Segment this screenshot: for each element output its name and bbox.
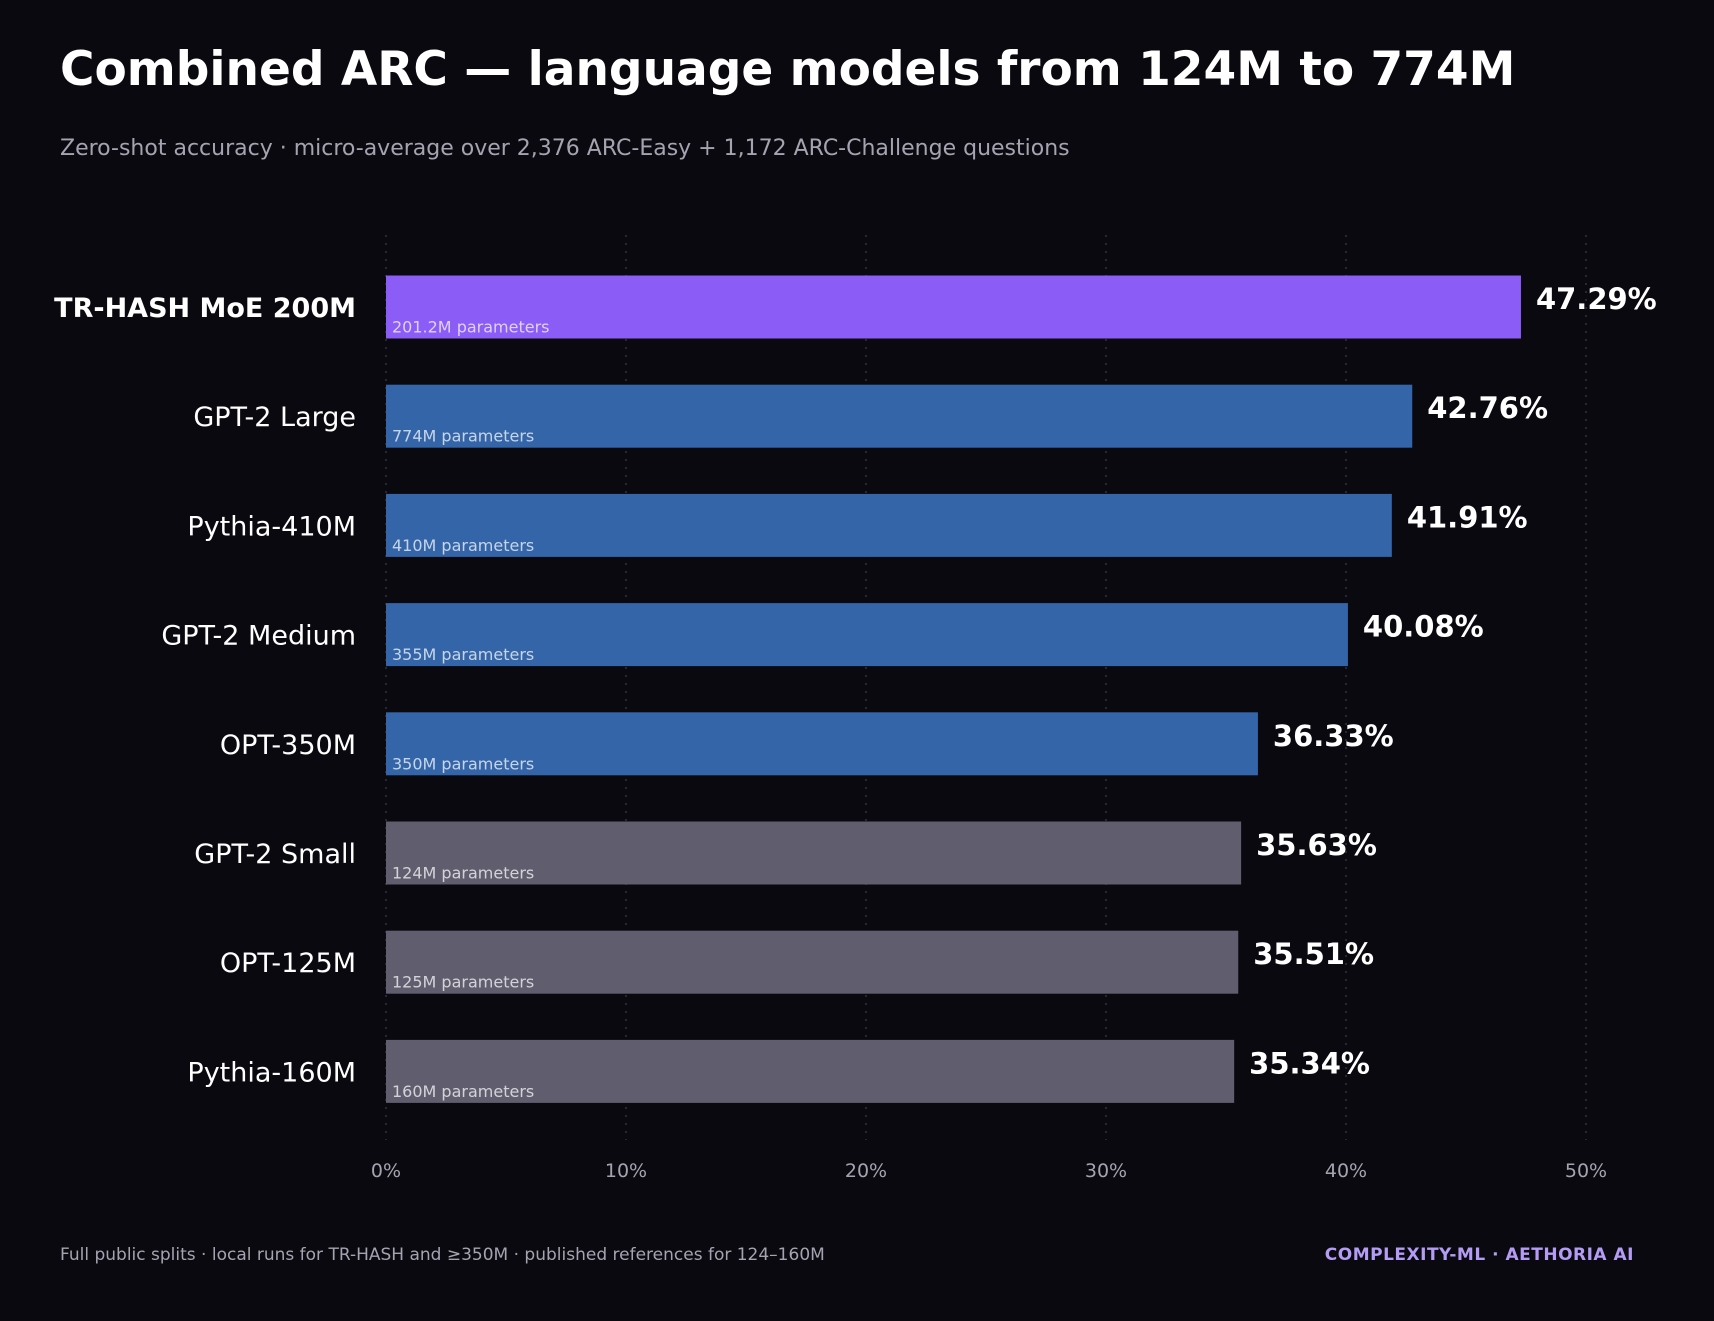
bar	[386, 712, 1258, 776]
x-tick-label: 10%	[605, 1160, 647, 1182]
value-label: 35.51%	[1253, 937, 1374, 971]
category-label: OPT-125M	[220, 948, 356, 979]
value-label: 36.33%	[1273, 719, 1394, 753]
bars: TR-HASH MoE 200M 201.2M parameters 47.29% G…	[54, 275, 1657, 1103]
x-tick-label: 0%	[371, 1160, 401, 1182]
bar	[386, 603, 1348, 667]
chart-subtitle: Zero-shot accuracy · micro-average over …	[60, 136, 1070, 161]
parameter-label: 355M parameters	[392, 645, 534, 664]
bar	[386, 493, 1392, 557]
x-tick-label: 40%	[1325, 1160, 1367, 1182]
category-label: GPT-2 Small	[194, 839, 356, 870]
bar	[386, 821, 1242, 885]
footer-brand: COMPLEXITY-ML · AETHORIA AI	[1324, 1245, 1634, 1265]
category-label: GPT-2 Large	[193, 402, 356, 433]
value-label: 40.08%	[1363, 610, 1484, 644]
value-label: 35.34%	[1249, 1046, 1370, 1080]
x-tick-label: 30%	[1085, 1160, 1127, 1182]
category-label: OPT-350M	[220, 730, 356, 761]
bar	[386, 384, 1413, 448]
parameter-label: 201.2M parameters	[392, 318, 550, 337]
bar	[386, 275, 1521, 339]
chart-title: Combined ARC — language models from 124M…	[60, 42, 1516, 97]
x-axis-ticks: 0% 10% 20% 30% 40% 50%	[371, 1160, 1607, 1182]
x-tick-label: 20%	[845, 1160, 887, 1182]
category-label: TR-HASH MoE 200M	[54, 293, 356, 324]
x-tick-label: 50%	[1565, 1160, 1607, 1182]
bar	[386, 930, 1239, 994]
value-label: 35.63%	[1256, 828, 1377, 862]
value-label: 47.29%	[1536, 282, 1657, 316]
value-label: 42.76%	[1427, 391, 1548, 425]
category-label: GPT-2 Medium	[161, 621, 356, 652]
bar	[386, 1039, 1235, 1103]
category-label: Pythia-410M	[187, 511, 356, 542]
parameter-label: 350M parameters	[392, 754, 534, 773]
category-label: Pythia-160M	[187, 1057, 356, 1088]
footer-note: Full public splits · local runs for TR-H…	[60, 1245, 825, 1265]
parameter-label: 774M parameters	[392, 427, 534, 446]
parameter-label: 160M parameters	[392, 1082, 534, 1101]
value-label: 41.91%	[1407, 500, 1528, 534]
grid-lines	[385, 235, 1587, 1140]
parameter-label: 410M parameters	[392, 536, 534, 555]
parameter-label: 124M parameters	[392, 864, 534, 883]
parameter-label: 125M parameters	[392, 973, 534, 992]
